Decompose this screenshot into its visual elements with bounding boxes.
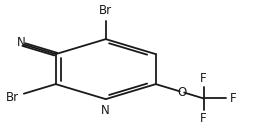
Text: N: N (101, 104, 110, 117)
Text: F: F (200, 112, 207, 125)
Text: Br: Br (6, 91, 19, 104)
Text: F: F (230, 92, 237, 105)
Text: O: O (177, 86, 187, 99)
Text: F: F (200, 72, 207, 85)
Text: Br: Br (99, 4, 112, 17)
Text: N: N (17, 36, 26, 49)
